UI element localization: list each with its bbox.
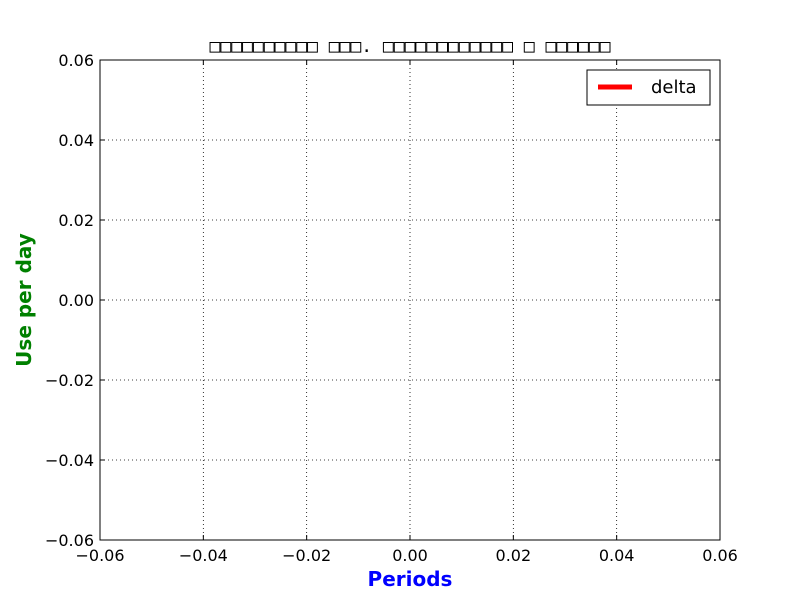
y-tick-label: 0.02 [58,211,94,230]
x-tick-label: 0.00 [392,546,428,565]
x-tick-label: 0.02 [496,546,532,565]
y-tick-label: −0.04 [45,451,94,470]
x-tick-label: −0.02 [282,546,331,565]
y-tick-label: 0.00 [58,291,94,310]
grid [100,60,720,540]
axis-ticks: −0.06 −0.04 −0.02 0.00 0.02 0.04 0.06 −0.06 −0.0… [45,51,738,565]
y-tick-label: −0.02 [45,371,94,390]
legend-label-delta: delta [651,77,697,98]
x-tick-label: −0.04 [179,546,228,565]
y-tick-label: −0.06 [45,531,94,550]
y-tick-label: 0.04 [58,131,94,150]
chart-title: □□□□□□□□□□ □□□. □□□□□□□□□□□□ □ □□□□□□ [210,36,611,57]
x-axis-label: Periods [368,567,453,591]
legend: delta [586,69,711,106]
x-tick-label: 0.06 [702,546,738,565]
x-tick-label: 0.04 [599,546,635,565]
y-axis-label: Use per day [12,233,36,367]
x-tick-label: −0.06 [75,546,124,565]
y-tick-label: 0.06 [58,51,94,70]
